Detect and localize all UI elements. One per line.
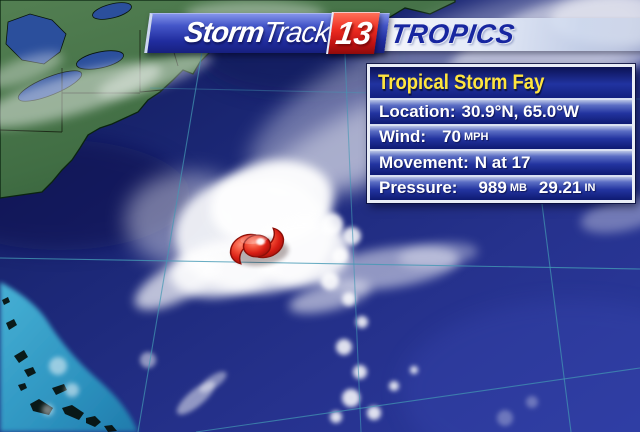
pressure-label: Pressure: — [379, 178, 458, 198]
logo-storm-text: Storm — [182, 17, 266, 49]
info-row-movement: Movement: N at 17 — [370, 149, 632, 175]
longitude-line — [137, 45, 204, 432]
storm-info-panel: Tropical Storm Fay Location: 30.9°N, 65.… — [367, 64, 635, 203]
wind-label: Wind: — [379, 127, 427, 147]
bahamas-banks — [0, 282, 138, 432]
info-row-wind: Wind: 70 MPH — [370, 123, 632, 149]
storm-name-title: Tropical Storm Fay — [378, 70, 545, 94]
pressure-in-value: 29.21 — [538, 178, 582, 198]
tradewind-clouds — [42, 352, 538, 426]
latitude-line — [195, 367, 640, 432]
info-row-location: Location: 30.9°N, 65.0°W — [370, 98, 632, 124]
channel-number: 13 — [333, 15, 375, 51]
tropical-storm-icon — [229, 227, 289, 266]
pressure-in-unit: IN — [584, 182, 596, 195]
cumulus-clouds — [321, 213, 418, 423]
wind-value: 70 — [442, 127, 461, 147]
wind-unit: MPH — [463, 131, 489, 144]
tropics-banner: TROPICS — [368, 18, 640, 51]
great-lakes — [5, 2, 132, 102]
pressure-mb-unit: MB — [509, 182, 527, 195]
longitude-line — [344, 53, 362, 432]
storm-panel-header: Tropical Storm Fay — [370, 67, 632, 98]
movement-label: Movement: — [379, 152, 469, 172]
longitude-line — [541, 203, 572, 432]
info-row-pressure: Pressure: 989 MB 29.21 IN — [370, 174, 632, 200]
channel-13-badge: 13 — [326, 12, 380, 54]
pressure-mb-value: 989 — [478, 178, 507, 198]
latitude-line — [0, 257, 640, 270]
tropics-banner-title: TROPICS — [388, 19, 517, 49]
movement-value: N at 17 — [474, 152, 531, 172]
location-value: 30.9°N, 65.0°W — [461, 101, 580, 121]
location-label: Location: — [379, 101, 456, 121]
